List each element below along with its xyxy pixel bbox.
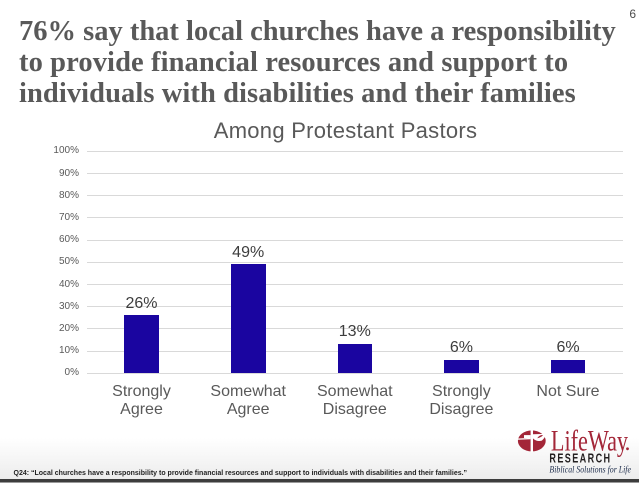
svg-text:LifeWay: LifeWay xyxy=(551,427,628,457)
svg-text:RESEARCH: RESEARCH xyxy=(549,452,611,466)
svg-text:Biblical Solutions for Life: Biblical Solutions for Life xyxy=(549,464,631,475)
